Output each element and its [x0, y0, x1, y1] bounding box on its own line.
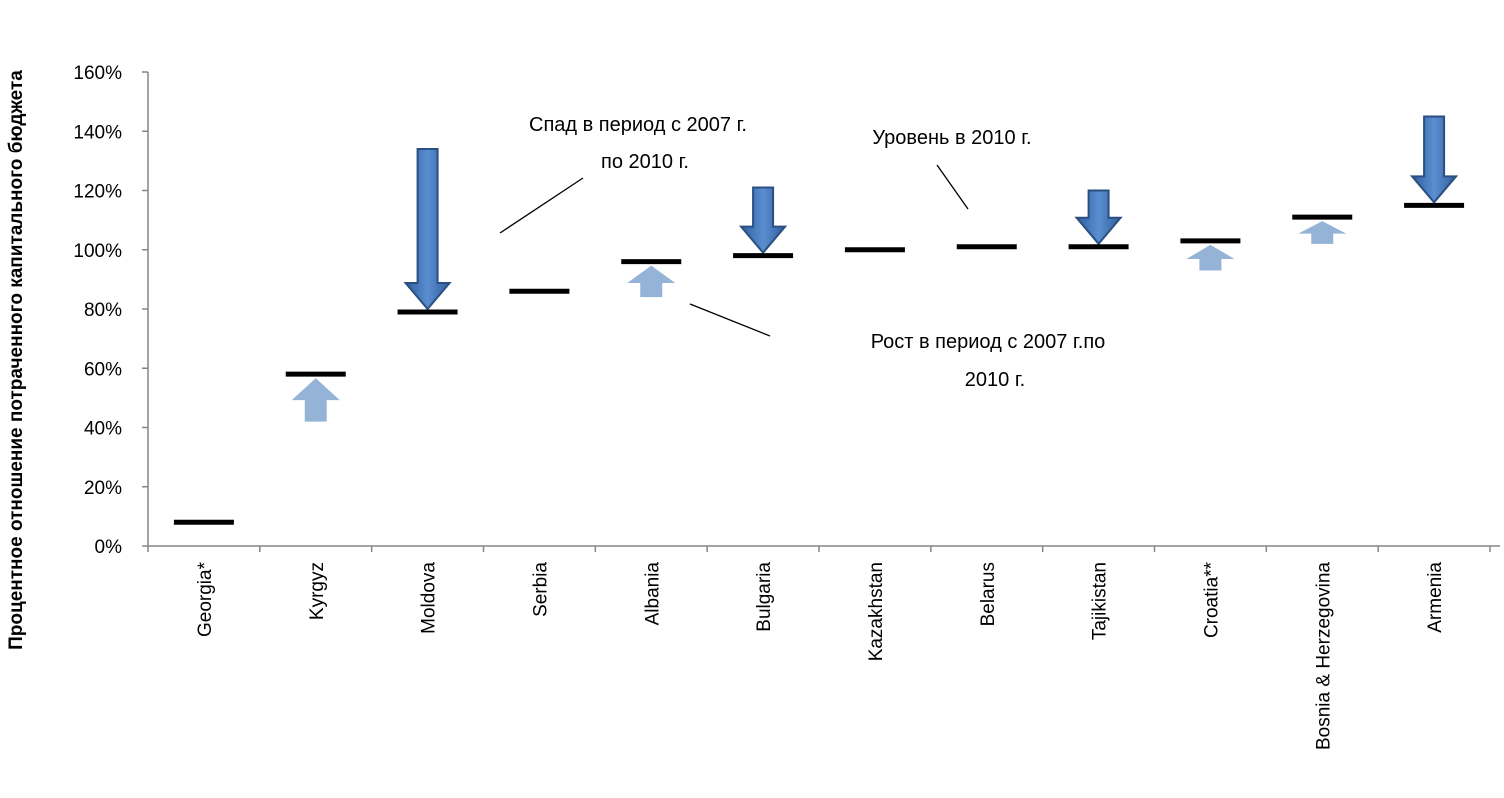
y-tick-label: 20%: [84, 478, 122, 499]
y-ticks: 0% 20% 40% 60% 80% 100% 120% 140% 160%: [73, 63, 148, 558]
annotation-growth-leader: [689, 303, 771, 337]
y-axis-label: Процентное отношение потраченного капита…: [6, 70, 27, 650]
x-tick-label: Moldova: [419, 562, 440, 634]
decline-arrow: [1074, 189, 1123, 246]
x-tick-label: Armenia: [1425, 562, 1446, 633]
growth-arrow: [291, 378, 340, 422]
x-ticks: Georgia* Kyrgyz Moldova Serbia Albania Bulgar…: [147, 546, 1491, 750]
y-tick-label: 40%: [84, 419, 122, 440]
x-tick-label: Kazakhstan: [866, 562, 887, 661]
y-tick-label: 0%: [95, 537, 123, 558]
change-arrows: [291, 115, 1459, 422]
y-tick-label: 160%: [73, 63, 122, 84]
level-marks: [173, 202, 1465, 525]
x-tick-label: Tajikistan: [1090, 562, 1111, 640]
x-tick-label: Albania: [642, 562, 663, 626]
annotation-level: Уровень в 2010 г.: [872, 127, 1031, 149]
annotation-growth-line2: 2010 г.: [965, 369, 1025, 391]
axes: [147, 72, 1500, 547]
annotation-decline-line2: по 2010 г.: [601, 151, 689, 173]
x-tick-label: Croatia**: [1201, 561, 1222, 638]
y-tick-label: 80%: [84, 300, 122, 321]
decline-arrow: [403, 148, 452, 311]
x-tick-label: Bosnia & Herzegovina: [1313, 562, 1334, 750]
y-tick-label: 120%: [73, 182, 122, 203]
annotation-decline-line1: Спад в период с 2007 г.: [529, 114, 747, 136]
x-tick-label: Serbia: [530, 562, 551, 617]
y-tick-label: 60%: [84, 359, 122, 380]
annotation-decline-leader: [499, 177, 584, 234]
x-tick-label: Belarus: [978, 562, 999, 626]
y-tick-label: 140%: [73, 122, 122, 143]
y-tick-label: 100%: [73, 241, 122, 262]
annotation-growth-line1: Рост в период с 2007 г.по: [871, 331, 1106, 353]
x-tick-label: Georgia*: [195, 561, 216, 637]
x-tick-label: Bulgaria: [754, 562, 775, 632]
annotations: Спад в период с 2007 г. по 2010 г. Урове…: [499, 114, 1106, 391]
growth-arrow: [627, 265, 676, 298]
annotation-level-leader: [936, 164, 969, 210]
growth-arrow: [1298, 221, 1347, 244]
decline-arrow: [738, 186, 788, 255]
growth-arrow: [1186, 244, 1235, 271]
decline-arrow: [1409, 115, 1459, 204]
x-tick-label: Kyrgyz: [307, 562, 328, 620]
